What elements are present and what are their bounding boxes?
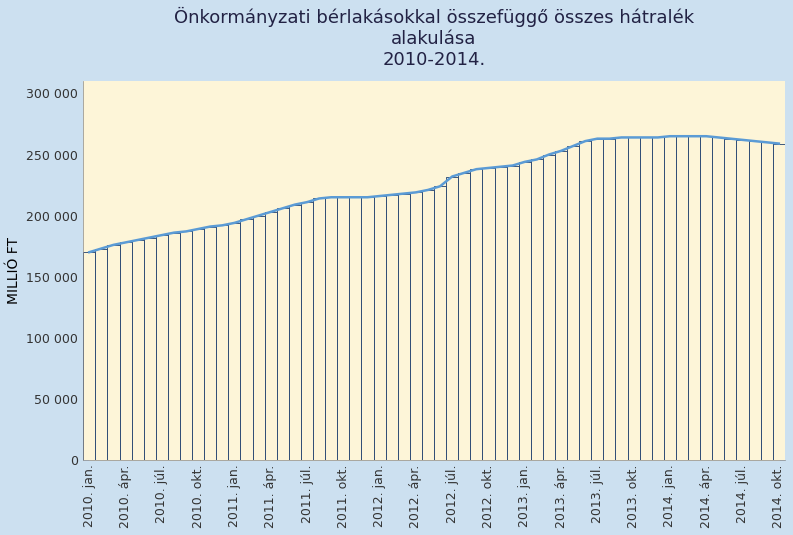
Bar <box>507 165 519 460</box>
Bar <box>652 137 664 460</box>
Bar <box>567 146 579 460</box>
Y-axis label: MILLIÓ FT: MILLIÓ FT <box>7 237 21 304</box>
Bar <box>592 139 603 460</box>
Bar <box>627 137 640 460</box>
Bar <box>543 155 555 460</box>
Bar <box>749 141 760 460</box>
Bar <box>446 177 458 460</box>
Bar <box>313 198 325 460</box>
Bar <box>168 233 180 460</box>
Bar <box>95 249 107 460</box>
Bar <box>277 208 289 460</box>
Bar <box>470 169 482 460</box>
Bar <box>664 136 676 460</box>
Bar <box>325 197 337 460</box>
Bar <box>760 142 772 460</box>
Bar <box>374 196 385 460</box>
Bar <box>301 202 313 460</box>
Bar <box>531 159 543 460</box>
Bar <box>350 197 362 460</box>
Bar <box>107 245 120 460</box>
Bar <box>398 194 410 460</box>
Bar <box>337 197 350 460</box>
Bar <box>615 137 627 460</box>
Bar <box>144 238 155 460</box>
Bar <box>132 240 144 460</box>
Bar <box>253 216 265 460</box>
Bar <box>737 140 749 460</box>
Bar <box>555 151 567 460</box>
Bar <box>216 225 228 460</box>
Bar <box>458 173 470 460</box>
Bar <box>712 137 724 460</box>
Bar <box>724 139 737 460</box>
Bar <box>640 137 652 460</box>
Bar <box>228 223 240 460</box>
Bar <box>192 229 205 460</box>
Bar <box>120 242 132 460</box>
Bar <box>410 193 422 460</box>
Bar <box>83 252 95 460</box>
Bar <box>495 167 507 460</box>
Bar <box>579 141 592 460</box>
Bar <box>240 219 253 460</box>
Bar <box>603 139 615 460</box>
Bar <box>362 197 374 460</box>
Title: Önkormányzati bérlakásokkal összefüggő összes hátralék
alakulása
2010-2014.: Önkormányzati bérlakásokkal összefüggő ö… <box>174 7 694 68</box>
Bar <box>155 235 168 460</box>
Bar <box>422 190 434 460</box>
Bar <box>772 143 785 460</box>
Bar <box>180 232 192 460</box>
Bar <box>688 136 700 460</box>
Bar <box>434 186 446 460</box>
Bar <box>700 136 712 460</box>
Bar <box>676 136 688 460</box>
Bar <box>205 226 216 460</box>
Bar <box>385 195 398 460</box>
Bar <box>265 212 277 460</box>
Bar <box>482 168 495 460</box>
Bar <box>519 162 531 460</box>
Bar <box>289 204 301 460</box>
